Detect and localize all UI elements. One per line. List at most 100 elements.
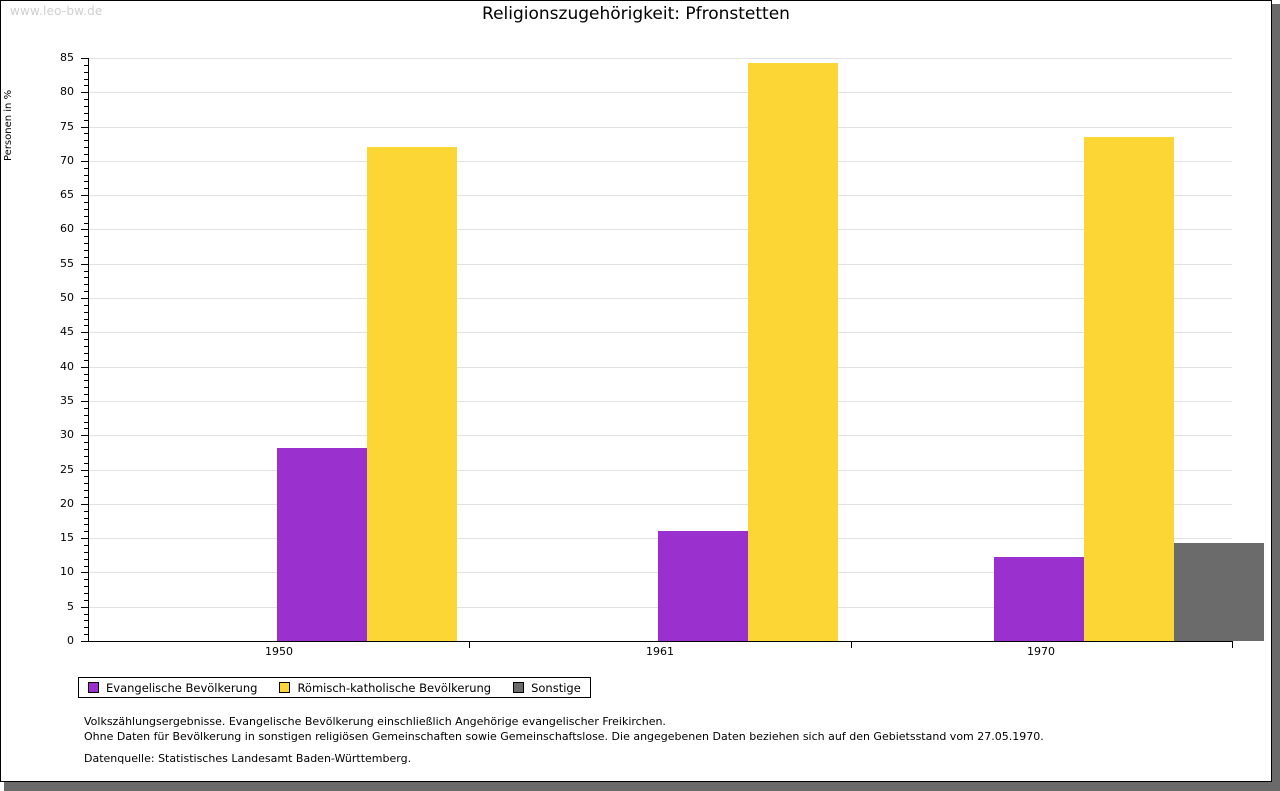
y-tick-label: 70 — [60, 154, 74, 167]
y-tick-label: 10 — [60, 565, 74, 578]
y-tick-minor — [84, 154, 88, 155]
y-tick-minor — [84, 168, 88, 169]
y-tick-minor — [84, 614, 88, 615]
y-tick-major — [81, 435, 88, 436]
y-tick-minor — [84, 325, 88, 326]
y-tick-label: 75 — [60, 120, 74, 133]
y-tick-minor — [84, 511, 88, 512]
grid-line — [88, 229, 1232, 230]
y-tick-minor — [84, 243, 88, 244]
y-tick-major — [81, 161, 88, 162]
grid-line — [88, 367, 1232, 368]
y-tick-minor — [84, 133, 88, 134]
y-tick-label: 0 — [67, 634, 74, 647]
legend-item[interactable]: Evangelische Bevölkerung — [88, 681, 257, 695]
y-tick-label: 60 — [60, 222, 74, 235]
legend-swatch-icon — [279, 682, 291, 693]
x-tick-label: 1970 — [1027, 645, 1055, 658]
y-tick-minor — [84, 360, 88, 361]
chart-notes: Volkszählungsergebnisse. Evangelische Be… — [84, 714, 1044, 744]
legend-item[interactable]: Sonstige — [513, 681, 581, 695]
bar[interactable] — [1174, 543, 1264, 641]
y-tick-minor — [84, 387, 88, 388]
y-tick-minor — [84, 79, 88, 80]
y-tick-label: 15 — [60, 531, 74, 544]
y-tick-minor — [84, 188, 88, 189]
y-tick-minor — [84, 353, 88, 354]
frame-shadow-bottom — [4, 782, 1280, 791]
y-tick-major — [81, 504, 88, 505]
y-tick-minor — [84, 579, 88, 580]
y-tick-minor — [84, 202, 88, 203]
y-tick-major — [81, 538, 88, 539]
y-tick-minor — [84, 85, 88, 86]
y-tick-minor — [84, 428, 88, 429]
y-tick-minor — [84, 271, 88, 272]
grid-line — [88, 401, 1232, 402]
y-tick-minor — [84, 415, 88, 416]
bar[interactable] — [277, 448, 367, 641]
y-tick-minor — [84, 140, 88, 141]
y-tick-minor — [84, 497, 88, 498]
y-tick-minor — [84, 476, 88, 477]
y-tick-minor — [84, 586, 88, 587]
y-tick-minor — [84, 120, 88, 121]
bar[interactable] — [994, 557, 1084, 641]
x-axis-line — [88, 641, 1233, 642]
y-tick-minor — [84, 408, 88, 409]
y-tick-label: 80 — [60, 85, 74, 98]
y-axis-line — [88, 58, 89, 641]
y-tick-minor — [84, 422, 88, 423]
y-tick-minor — [84, 99, 88, 100]
y-tick-minor — [84, 600, 88, 601]
y-tick-minor — [84, 257, 88, 258]
note-line-1: Volkszählungsergebnisse. Evangelische Be… — [84, 715, 666, 728]
y-tick-label: 55 — [60, 257, 74, 270]
grid-line — [88, 58, 1232, 59]
grid-line — [88, 127, 1232, 128]
y-tick-label: 35 — [60, 394, 74, 407]
bar[interactable] — [658, 531, 748, 641]
grid-line — [88, 92, 1232, 93]
grid-line — [88, 298, 1232, 299]
grid-line — [88, 195, 1232, 196]
legend-label: Römisch-katholische Bevölkerung — [297, 680, 492, 695]
y-tick-major — [81, 470, 88, 471]
y-tick-major — [81, 401, 88, 402]
chart-title: Religionszugehörigkeit: Pfronstetten — [482, 4, 790, 24]
bar[interactable] — [1084, 137, 1174, 641]
y-tick-major — [81, 641, 88, 642]
y-tick-minor — [84, 65, 88, 66]
y-tick-minor — [84, 442, 88, 443]
legend-label: Evangelische Bevölkerung — [106, 680, 258, 695]
legend-swatch-icon — [88, 682, 99, 693]
y-tick-major — [81, 367, 88, 368]
y-tick-minor — [84, 518, 88, 519]
y-tick-minor — [84, 374, 88, 375]
y-tick-label: 30 — [60, 428, 74, 441]
bar[interactable] — [367, 147, 457, 641]
y-tick-minor — [84, 236, 88, 237]
legend-item[interactable]: Römisch-katholische Bevölkerung — [279, 681, 491, 695]
bar[interactable] — [748, 63, 838, 641]
y-tick-minor — [84, 312, 88, 313]
x-category-tick — [1232, 642, 1233, 648]
y-tick-minor — [84, 147, 88, 148]
x-tick-label: 1950 — [265, 645, 293, 658]
y-tick-label: 5 — [67, 600, 74, 613]
y-tick-minor — [84, 216, 88, 217]
y-tick-minor — [84, 291, 88, 292]
y-tick-minor — [84, 223, 88, 224]
x-category-tick — [469, 642, 470, 648]
y-tick-major — [81, 92, 88, 93]
y-tick-minor — [84, 113, 88, 114]
y-tick-minor — [84, 593, 88, 594]
y-tick-minor — [84, 209, 88, 210]
y-tick-label: 50 — [60, 291, 74, 304]
y-tick-minor — [84, 250, 88, 251]
y-tick-major — [81, 572, 88, 573]
y-tick-label: 25 — [60, 463, 74, 476]
grid-line — [88, 504, 1232, 505]
y-tick-major — [81, 264, 88, 265]
